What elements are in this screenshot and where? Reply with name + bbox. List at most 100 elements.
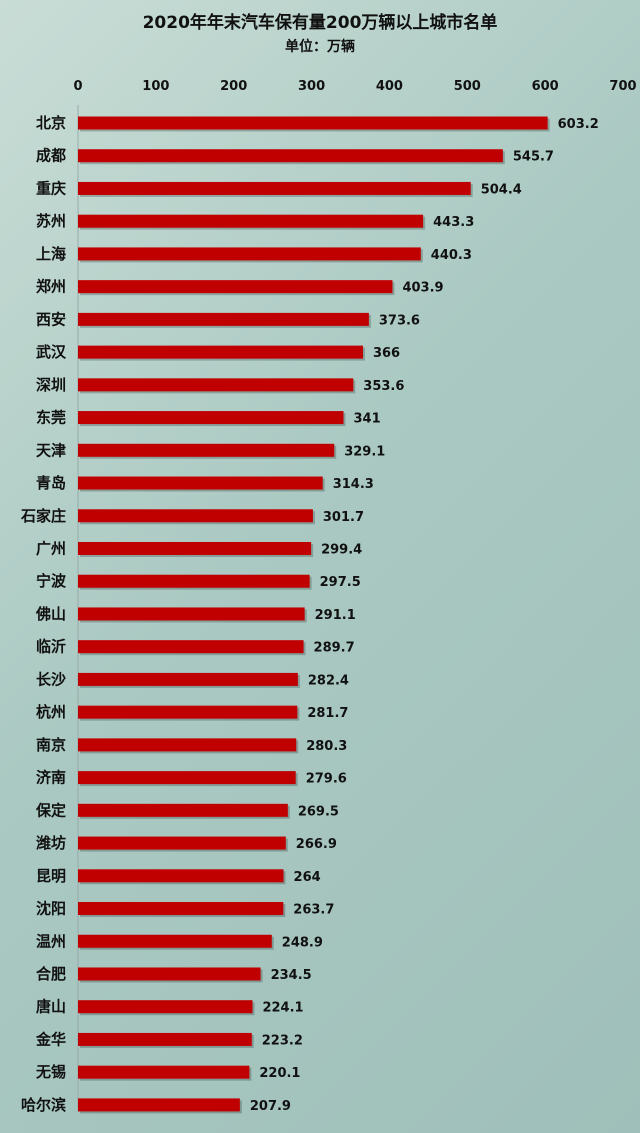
category-label: 北京 [36,114,66,132]
category-label: 长沙 [36,670,66,688]
data-label: 269.5 [298,804,339,819]
x-tick-label: 500 [454,79,481,94]
bar [78,411,344,425]
data-label: 281.7 [307,706,348,721]
bar [78,640,304,654]
category-label: 哈尔滨 [21,1096,66,1114]
bar [78,967,261,981]
data-label: 224.1 [262,1001,303,1016]
data-label: 366 [373,346,400,361]
category-label: 宁波 [36,572,67,590]
bar [78,149,503,163]
bar [78,378,354,392]
data-label: 440.3 [431,248,472,263]
category-label: 潍坊 [36,834,66,852]
category-label: 昆明 [36,867,66,885]
data-label: 403.9 [402,281,443,296]
category-label: 西安 [36,310,66,328]
bar [78,705,298,719]
category-label: 济南 [36,769,66,787]
category-label: 佛山 [35,605,66,623]
bar [78,672,298,686]
data-label: 289.7 [314,641,355,656]
data-label: 291.1 [315,608,356,623]
data-label: 264 [294,870,321,885]
data-label: 314.3 [333,477,374,492]
data-label: 341 [353,412,380,427]
category-label: 东莞 [36,409,66,427]
bar [78,443,335,457]
data-label: 263.7 [293,903,334,918]
bar [78,181,471,195]
bar [78,345,363,359]
bar [78,607,305,621]
bar [78,541,312,555]
data-label: 280.3 [306,739,347,754]
category-label: 上海 [36,245,66,263]
data-label: 234.5 [271,968,312,983]
data-label: 279.6 [306,772,347,787]
category-label: 保定 [35,801,66,819]
data-label: 373.6 [379,313,420,328]
data-label: 220.1 [259,1066,300,1081]
data-label: 282.4 [308,673,349,688]
data-label: 545.7 [513,150,554,165]
bar [78,312,369,326]
bar [78,509,313,523]
data-label: 443.3 [433,215,474,230]
category-label: 深圳 [36,376,66,394]
x-tick-label: 600 [532,79,559,94]
data-label: 299.4 [321,542,362,557]
bar [78,116,548,130]
category-label: 温州 [36,932,66,950]
category-label: 天津 [36,441,66,459]
category-label: 南京 [36,736,66,754]
bar [78,280,393,294]
category-label: 郑州 [36,278,66,296]
category-label: 重庆 [36,179,66,197]
bar [78,836,286,850]
category-label: 苏州 [36,212,66,230]
category-label: 合肥 [35,965,66,983]
bar [78,1065,250,1079]
bar [78,1000,253,1014]
data-label: 603.2 [558,117,599,132]
bar [78,574,310,588]
x-tick-label: 200 [220,79,247,94]
category-label: 成都 [36,147,66,165]
data-label: 329.1 [344,444,385,459]
chart-subtitle: 单位：万辆 [285,38,355,55]
bar [78,214,424,228]
category-label: 杭州 [36,703,66,721]
bar [78,902,284,916]
category-label: 金华 [35,1030,66,1048]
x-tick-label: 700 [609,79,636,94]
bar [78,803,288,817]
x-tick-label: 300 [298,79,325,94]
category-label: 青岛 [36,474,66,492]
bar [78,247,421,261]
data-label: 504.4 [481,182,522,197]
bar [78,1032,252,1046]
data-label: 223.2 [262,1033,303,1048]
x-tick-label: 400 [376,79,403,94]
data-label: 297.5 [320,575,361,590]
bar [78,1098,240,1112]
bar [78,476,323,490]
category-label: 广州 [36,539,66,557]
bar [78,738,297,752]
bar [78,934,272,948]
category-label: 沈阳 [36,900,66,918]
data-label: 301.7 [323,510,364,525]
data-label: 207.9 [250,1099,291,1114]
x-tick-label: 100 [142,79,169,94]
bars-group: 北京 603.2 成都 545.7 重庆 504.4 苏州 443.3 上海 440.3 郑州 403… [20,114,599,1114]
chart-title: 2020年年末汽车保有量200万辆以上城市名单 [143,12,498,33]
data-label: 353.6 [363,379,404,394]
category-label: 武汉 [36,343,67,361]
x-tick-label: 0 [73,79,82,94]
data-label: 248.9 [282,935,323,950]
category-label: 唐山 [36,998,66,1016]
category-label: 临沂 [36,638,66,656]
